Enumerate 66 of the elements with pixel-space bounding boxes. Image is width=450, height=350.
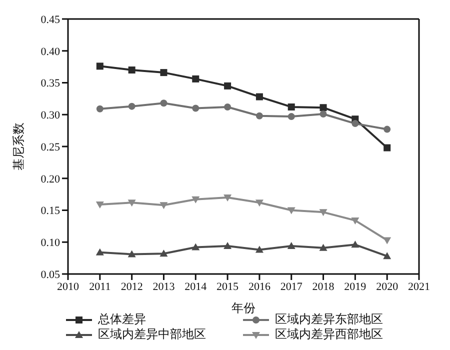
x-tick-label: 2010 — [57, 280, 80, 293]
point — [256, 93, 263, 100]
y-tick-label: 0.40 — [40, 46, 60, 58]
x-tick-label: 2015 — [216, 280, 240, 293]
point — [192, 196, 200, 204]
point — [256, 112, 263, 120]
x-tick-label: 2012 — [120, 280, 143, 293]
point — [96, 202, 104, 209]
y-tick-label: 0.30 — [40, 110, 60, 122]
point — [96, 248, 104, 256]
y-tick-label: 0.35 — [40, 78, 60, 90]
point — [224, 82, 232, 90]
point — [96, 62, 104, 70]
point — [192, 104, 200, 112]
y-tick-label: 0.15 — [40, 205, 60, 218]
legend-label: 区域内差异东部地区 — [275, 312, 383, 327]
point — [288, 103, 295, 110]
point — [319, 244, 328, 251]
y-tick-label: 0.25 — [40, 141, 60, 154]
point — [384, 126, 391, 133]
point — [128, 102, 136, 110]
point — [128, 250, 136, 258]
point — [160, 202, 168, 210]
point — [383, 237, 392, 244]
point — [383, 252, 392, 260]
point — [352, 120, 359, 128]
legend-label: 总体差异 — [98, 312, 146, 327]
point — [384, 144, 391, 152]
point — [255, 246, 264, 253]
point — [160, 100, 168, 107]
point — [287, 242, 296, 249]
x-axis-title: 年份 — [232, 301, 256, 315]
x-tick-label: 2011 — [89, 280, 111, 293]
point — [160, 69, 168, 76]
y-axis-title: 基尼系数 — [11, 122, 26, 170]
point — [287, 207, 296, 214]
point — [255, 200, 264, 207]
point — [319, 209, 328, 216]
x-tick-label: 2013 — [152, 280, 176, 293]
legend-label: 区域内差异中部地区 — [98, 327, 206, 342]
point — [224, 194, 232, 202]
y-tick-label: 0.05 — [40, 268, 60, 281]
point — [320, 110, 327, 118]
x-tick-label: 2014 — [184, 280, 208, 293]
point — [128, 66, 136, 74]
point — [288, 113, 295, 120]
y-tick-label: 0.10 — [40, 237, 60, 250]
point — [128, 200, 136, 207]
x-tick-label: 2016 — [248, 280, 271, 293]
point — [351, 217, 360, 224]
point — [224, 103, 232, 110]
point — [192, 243, 200, 250]
x-tick-label: 2019 — [344, 280, 367, 293]
point — [192, 75, 200, 82]
x-tick-label: 2018 — [312, 280, 335, 293]
point — [160, 250, 168, 257]
legend-label: 区域内差异西部地区 — [275, 327, 383, 342]
y-tick-label: 0.45 — [40, 14, 60, 26]
x-tick-label: 2020 — [376, 280, 399, 293]
x-tick-label: 2021 — [408, 280, 430, 293]
point — [351, 240, 360, 248]
point — [96, 105, 104, 112]
point — [320, 104, 327, 112]
point — [224, 242, 232, 249]
x-tick-label: 2017 — [280, 280, 303, 293]
y-tick-label: 0.20 — [40, 173, 60, 186]
